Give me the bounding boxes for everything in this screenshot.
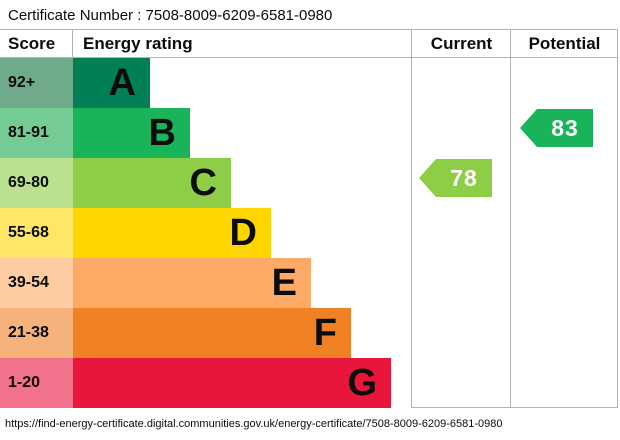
- score-range-b: 81-91: [0, 108, 73, 158]
- score-range-f: 21-38: [0, 308, 73, 358]
- certificate-url: https://find-energy-certificate.digital.…: [5, 418, 503, 430]
- band-bar-g: G: [73, 358, 391, 408]
- band-letter-b: B: [148, 112, 176, 154]
- table-header-row: Score Energy rating Current Potential: [0, 29, 618, 58]
- score-range-e: 39-54: [0, 258, 73, 308]
- band-letter-g: G: [347, 362, 377, 404]
- band-letter-e: E: [271, 262, 297, 304]
- band-letter-f: F: [313, 312, 337, 354]
- energy-rating-column-header: Energy rating: [83, 33, 193, 53]
- band-bar-a: A: [73, 58, 150, 108]
- potential-column-header: Potential: [528, 33, 601, 53]
- band-row-g: 1-20 G: [0, 358, 620, 408]
- current-column-header: Current: [430, 33, 493, 53]
- score-range-a: 92+: [0, 58, 73, 108]
- current-rating-arrow: 78: [419, 159, 492, 197]
- score-range-g: 1-20: [0, 358, 73, 408]
- score-range-d: 55-68: [0, 208, 73, 258]
- score-range-c: 69-80: [0, 158, 73, 208]
- current-column-divider: [411, 29, 412, 408]
- band-bar-d: D: [73, 208, 271, 258]
- band-bar-b: B: [73, 108, 190, 158]
- potential-rating-arrow: 83: [520, 109, 593, 147]
- band-row-c: 69-80 C: [0, 158, 620, 208]
- band-row-f: 21-38 F: [0, 308, 620, 358]
- band-row-e: 39-54 E: [0, 258, 620, 308]
- band-row-d: 55-68 D: [0, 208, 620, 258]
- band-letter-d: D: [229, 212, 257, 254]
- band-letter-c: C: [189, 162, 217, 204]
- band-bar-e: E: [73, 258, 311, 308]
- potential-column-divider: [510, 29, 511, 408]
- potential-rating-value: 83: [551, 114, 579, 141]
- current-rating-value: 78: [450, 164, 478, 191]
- certificate-number-title: Certificate Number : 7508-8009-6209-6581…: [8, 7, 333, 24]
- score-column-header: Score: [0, 30, 73, 57]
- band-letter-a: A: [108, 62, 136, 104]
- energy-rating-chart: Score Energy rating Current Potential 92…: [0, 29, 620, 408]
- rating-bands: 92+ A 81-91 B 69-80 C 55-68 D 39-54 E 21…: [0, 58, 620, 408]
- band-row-b: 81-91 B: [0, 108, 620, 158]
- table-bottom-border: [411, 407, 618, 408]
- band-bar-f: F: [73, 308, 351, 358]
- band-row-a: 92+ A: [0, 58, 620, 108]
- table-right-border: [617, 29, 618, 408]
- band-bar-c: C: [73, 158, 231, 208]
